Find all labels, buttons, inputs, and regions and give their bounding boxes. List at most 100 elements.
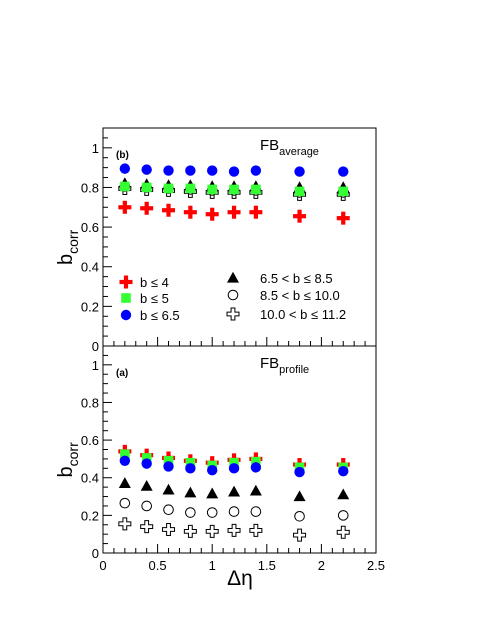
plot-frame: [102, 345, 377, 554]
series-5: [118, 517, 350, 542]
data-point: [206, 487, 219, 499]
data-point: [118, 517, 132, 531]
data-point: [119, 163, 131, 174]
data-point: [294, 466, 305, 478]
data-point: [229, 184, 239, 195]
series-1: [120, 181, 349, 197]
y-tick-label: 0: [92, 546, 99, 561]
data-point: [228, 506, 240, 517]
data-point: [294, 511, 305, 522]
data-point: [140, 479, 153, 491]
y-tick-label: 0.2: [81, 508, 99, 523]
data-point: [163, 165, 174, 176]
series-2: [119, 455, 349, 478]
legend-marker: [121, 293, 131, 303]
data-point: [207, 465, 218, 476]
data-point: [120, 181, 130, 192]
y-axis-label: bcorr: [55, 229, 81, 265]
data-point: [163, 461, 174, 472]
series-2: [119, 163, 349, 177]
data-point: [338, 166, 349, 177]
data-point: [120, 449, 130, 460]
data-point: [185, 507, 196, 518]
legend: b ≤ 4b ≤ 5 b ≤ 6.5 6.5 < b ≤ 8.5 8.5 < b ≤ …: [119, 271, 346, 323]
data-point: [207, 184, 217, 195]
data-point: [293, 490, 306, 502]
panel-average: 0 0.2 0.4 0.6 0.8 1 (b) FBaverage bcorr b ≤ 4b ≤ …: [55, 127, 377, 354]
y-axis-label: bcorr: [55, 442, 81, 478]
panel-title: FBprofile: [260, 355, 309, 376]
data-point: [206, 507, 218, 518]
series-0: [118, 200, 350, 225]
data-point-v: [341, 211, 346, 225]
y-tick-label: 0.8: [81, 180, 99, 195]
legend-marker: [226, 307, 240, 321]
y-tick-label: 0.4: [81, 471, 99, 486]
x-axis-label: Δη: [227, 567, 253, 590]
data-point: [250, 506, 262, 517]
legend-label: 8.5 < b ≤ 10.0: [260, 288, 340, 303]
data-point: [250, 462, 262, 473]
data-point: [338, 186, 349, 197]
data-point: [141, 182, 152, 193]
legend-label: b ≤ 4: [140, 275, 169, 290]
data-point: [163, 455, 174, 466]
data-point-v: [210, 207, 215, 221]
data-point: [336, 525, 350, 539]
y-tick-label: 0.4: [81, 260, 99, 275]
y-tick-label: 0.6: [81, 220, 99, 235]
data-point: [294, 186, 305, 197]
data-point: [185, 457, 196, 468]
data-point-v: [253, 205, 258, 219]
data-point-v: [231, 205, 237, 219]
data-point: [141, 458, 152, 469]
data-point: [337, 510, 349, 521]
y-tick-label: 1: [92, 141, 99, 156]
panel-tag: (b): [116, 150, 129, 161]
data-point: [163, 504, 174, 516]
series-4: [119, 497, 349, 522]
x-tick-label: 0.5: [149, 558, 167, 573]
data-point: [185, 183, 196, 194]
y-tick-label: 0: [92, 339, 99, 354]
legend-label: 6.5 < b ≤ 8.5: [260, 271, 333, 286]
data-point: [338, 465, 349, 477]
data-point: [185, 165, 196, 176]
data-point: [249, 523, 263, 537]
data-point-v: [188, 205, 193, 219]
legend-marker: [227, 271, 239, 283]
y-tick-label: 0.2: [81, 299, 99, 314]
data-point: [184, 486, 197, 498]
series-3: [118, 477, 350, 502]
legend-label: b ≤ 5: [140, 291, 169, 306]
data-point: [294, 166, 305, 177]
data-point-v: [122, 200, 127, 214]
legend-marker: [227, 289, 239, 301]
data-point: [227, 523, 241, 537]
panel-title: FBaverage: [260, 137, 319, 158]
y-tick-label: 0.6: [81, 433, 99, 448]
data-point: [228, 166, 240, 177]
data-point: [251, 184, 261, 195]
data-point: [162, 522, 176, 536]
x-tick-label: 2: [318, 558, 325, 573]
y-tick-label: 0.8: [81, 395, 99, 410]
data-point: [229, 457, 239, 468]
data-point: [118, 477, 131, 488]
x-tick-label: 0: [99, 558, 106, 573]
data-point: [119, 455, 131, 466]
panel-profile: 0 0.2 0.4 0.6 0.8 1 0 0.5 1 1.5 2 2.5 (a) FBprofile bc…: [55, 345, 385, 590]
x-tick-label: 2.5: [367, 558, 385, 573]
data-point: [141, 164, 152, 175]
data-point: [293, 528, 307, 542]
data-point: [183, 524, 197, 538]
data-point-v: [166, 203, 171, 217]
data-point: [119, 497, 131, 509]
data-point: [140, 520, 154, 534]
panel-tag: (a): [116, 368, 128, 379]
legend-label: 10.0 < b ≤ 11.2: [260, 307, 346, 322]
data-point: [249, 484, 262, 496]
data-point: [185, 463, 196, 474]
data-point: [207, 165, 218, 176]
